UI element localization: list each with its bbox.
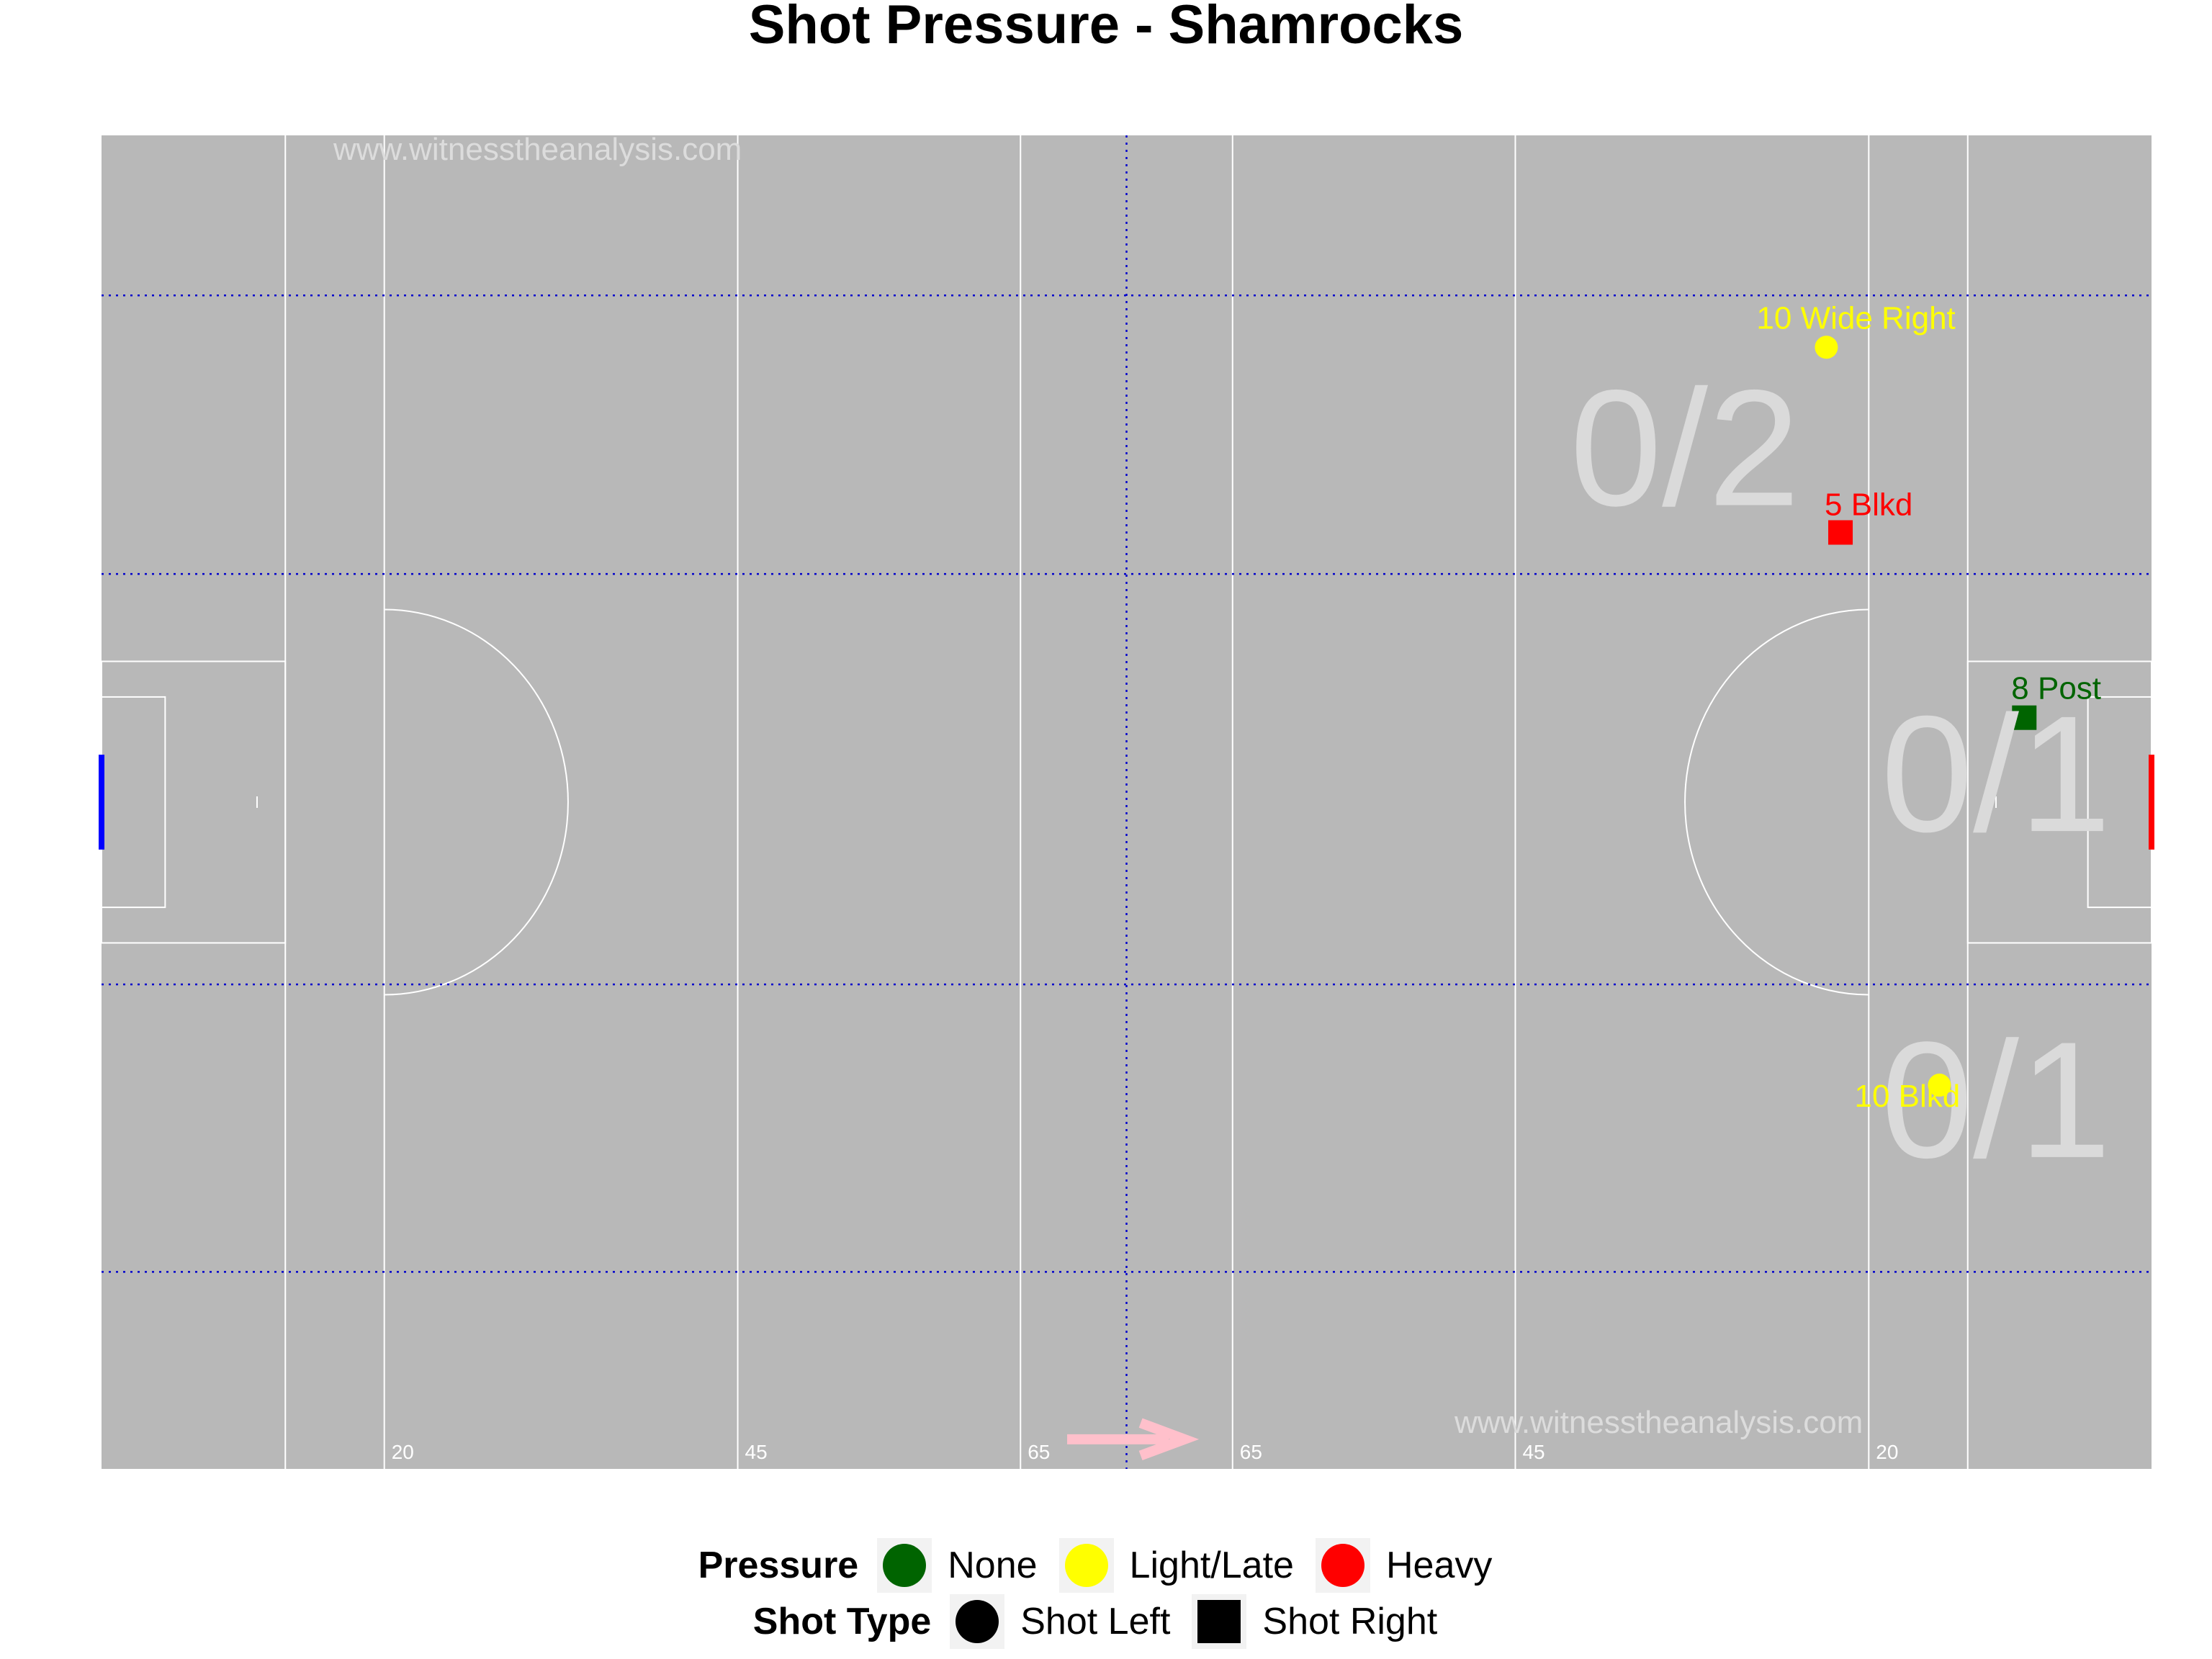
distance-label: 65 bbox=[1240, 1441, 1262, 1463]
legend-key-shot-right bbox=[1192, 1594, 1247, 1649]
zone-tally: 0/2 bbox=[1570, 355, 1800, 540]
distance-label: 20 bbox=[1876, 1441, 1898, 1463]
shot-point bbox=[1928, 1074, 1951, 1097]
zone-tally: 0/1 bbox=[1881, 681, 2111, 866]
legend-key-shot-left bbox=[950, 1594, 1005, 1649]
distance-label: 45 bbox=[1522, 1441, 1545, 1463]
shot-label: 10 Wide Right bbox=[1756, 300, 1955, 336]
watermark-bottom: www.witnesstheanalysis.com bbox=[1454, 1405, 1863, 1440]
shot-label: 10 Blkd bbox=[1854, 1079, 1960, 1114]
legend-label-light: Light/Late bbox=[1129, 1545, 1294, 1586]
legend-pressure-title: Pressure bbox=[698, 1545, 859, 1586]
legend-key-heavy bbox=[1315, 1538, 1370, 1593]
left-arc bbox=[384, 608, 569, 996]
legend-shot-type: Shot Type Shot Left Shot Right bbox=[0, 1594, 2212, 1649]
shot-point bbox=[1828, 520, 1853, 545]
distance-label: 45 bbox=[745, 1441, 768, 1463]
legend-shot-type-title: Shot Type bbox=[752, 1601, 932, 1642]
distance-label: 20 bbox=[392, 1441, 414, 1463]
pitch-background bbox=[102, 135, 2152, 1469]
shot-label: 5 Blkd bbox=[1825, 487, 1912, 522]
legend-key-none bbox=[877, 1538, 932, 1593]
legend-label-heavy: Heavy bbox=[1385, 1545, 1493, 1586]
right-arc bbox=[1684, 608, 1869, 996]
legend-pressure: Pressure None Light/Late Heavy bbox=[0, 1538, 2212, 1593]
legend-label-none: None bbox=[948, 1545, 1038, 1586]
legend-label-shot-right: Shot Right bbox=[1262, 1601, 1438, 1642]
shot-point bbox=[1815, 336, 1838, 359]
legend-key-light bbox=[1058, 1538, 1114, 1593]
legend-label-shot-left: Shot Left bbox=[1020, 1601, 1171, 1642]
distance-label: 65 bbox=[1028, 1441, 1050, 1463]
shot-point bbox=[2012, 705, 2037, 730]
direction-arrow bbox=[1067, 1418, 1200, 1461]
shot-label: 8 Post bbox=[2011, 671, 2101, 706]
watermark-top: www.witnesstheanalysis.com bbox=[333, 132, 742, 167]
zone-tally: 0/1 bbox=[1881, 1007, 2111, 1192]
chart-title: Shot Pressure - Shamrocks bbox=[748, 0, 1464, 55]
